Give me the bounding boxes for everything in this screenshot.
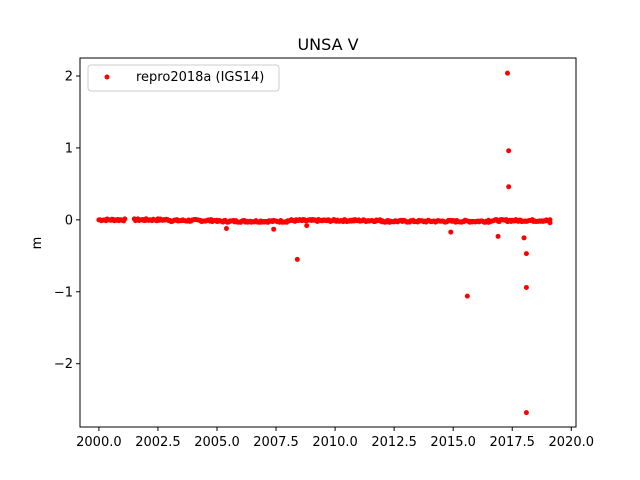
x-axis-ticks: 2000.0 2002.5 2005.0 2007.5 2010.0 2012.5 2015… xyxy=(76,427,594,450)
outlier-point xyxy=(223,225,229,231)
x-tick-label: 2000.0 xyxy=(76,435,122,450)
outlier-point xyxy=(506,148,512,154)
outlier-point xyxy=(495,233,501,239)
y-tick-label: 0 xyxy=(65,213,73,228)
x-tick-label: 2012.5 xyxy=(371,435,417,450)
outlier-point xyxy=(547,220,553,226)
y-tick-label: 2 xyxy=(65,69,73,84)
outlier-point xyxy=(448,229,454,235)
legend: repro2018a (IGS14) xyxy=(87,64,280,92)
outlier-point xyxy=(506,184,512,190)
y-axis-label: m xyxy=(30,237,45,250)
y-tick-label: 1 xyxy=(65,141,73,156)
data-point xyxy=(122,216,128,222)
x-tick-label: 2015.0 xyxy=(430,435,476,450)
chart-title: UNSA V xyxy=(297,35,358,54)
plot-frame xyxy=(79,57,577,428)
y-tick-label: −2 xyxy=(54,357,73,372)
x-tick-label: 2020.0 xyxy=(549,435,595,450)
outlier-point xyxy=(523,410,529,416)
outlier-point xyxy=(505,70,511,76)
y-axis-ticks: −2 −1 0 1 2 xyxy=(54,69,80,372)
x-tick-label: 2017.5 xyxy=(489,435,535,450)
x-tick-label: 2002.5 xyxy=(135,435,181,450)
outlier-point xyxy=(271,226,277,232)
outlier-point xyxy=(304,223,310,229)
outlier-point xyxy=(523,251,529,257)
x-tick-label: 2010.0 xyxy=(312,435,358,450)
data-points xyxy=(96,70,553,416)
x-tick-label: 2005.0 xyxy=(194,435,240,450)
legend-marker xyxy=(104,74,110,80)
outlier-point xyxy=(521,235,527,241)
outlier-point xyxy=(523,284,529,290)
outlier-point xyxy=(464,293,470,299)
legend-box xyxy=(87,64,280,92)
legend-label: repro2018a (IGS14) xyxy=(136,70,264,85)
outlier-point xyxy=(294,256,300,262)
x-tick-label: 2007.5 xyxy=(253,435,299,450)
y-tick-label: −1 xyxy=(54,285,73,300)
